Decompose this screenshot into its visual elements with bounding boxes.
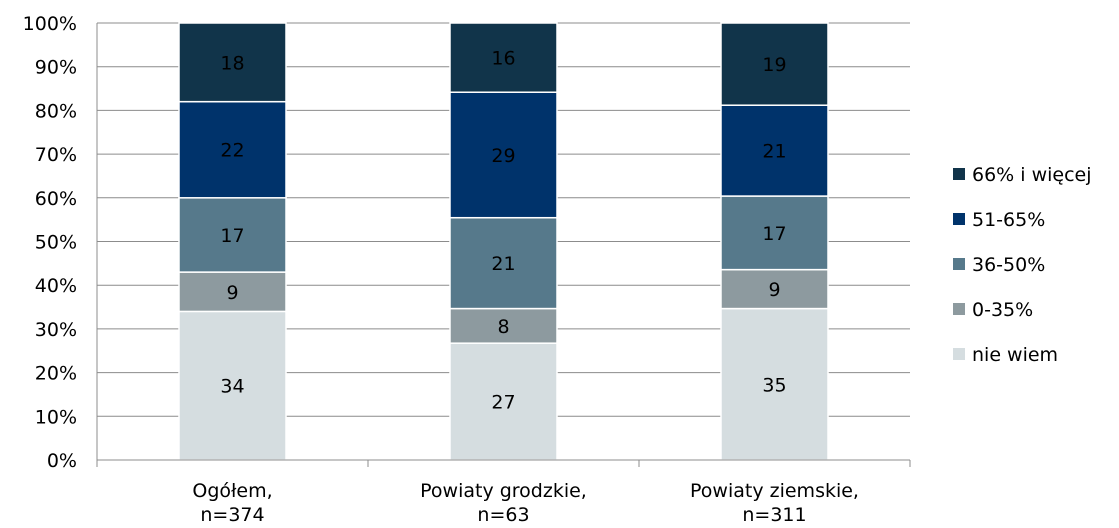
y-tick-label: 20%: [35, 363, 77, 385]
legend-label: 66% i więcej: [972, 164, 1092, 186]
bar-segment: [720, 195, 829, 271]
data-label: 21: [762, 141, 786, 163]
bar-segment: [449, 22, 558, 93]
bar-segment: [720, 22, 829, 106]
y-tick-label: 0%: [47, 450, 77, 472]
data-label: 29: [491, 145, 515, 167]
x-tick-label: Ogółem,: [192, 480, 272, 502]
legend-swatch: [953, 168, 965, 180]
data-label: 27: [491, 392, 515, 414]
data-label: 8: [497, 316, 509, 338]
bar-segment: [178, 100, 287, 199]
data-label: 17: [220, 225, 244, 247]
bar-segments: 34 9 17 22 18 27 8 21 29 16 35 9 17 21 19: [178, 22, 829, 461]
data-label: 22: [220, 140, 244, 162]
data-label: 9: [226, 282, 238, 304]
legend-label: 36-50%: [972, 254, 1045, 276]
bar-segment: [449, 307, 558, 344]
x-tick-label: n=63: [477, 504, 529, 526]
x-tick-label: n=311: [742, 504, 806, 526]
data-label: 9: [768, 279, 780, 301]
data-label: 21: [491, 253, 515, 275]
bar-segment: [449, 342, 558, 461]
bar-segment: [720, 307, 829, 461]
y-tick-label: 100%: [23, 13, 77, 35]
y-tick-label: 80%: [35, 100, 77, 122]
x-tick-label: Powiaty ziemskie,: [690, 480, 859, 502]
legend: 66% i więcej 51-65% 36-50% 0-35% nie wiem: [953, 164, 1092, 366]
y-tick-label: 50%: [35, 232, 77, 254]
y-tick-label: 30%: [35, 319, 77, 341]
data-label: 17: [762, 223, 786, 245]
data-label: 16: [491, 48, 515, 70]
x-tick-label: Powiaty grodzkie,: [420, 480, 587, 502]
bar-segment: [178, 22, 287, 103]
x-tick-label: n=374: [200, 504, 264, 526]
data-label: 18: [220, 52, 244, 74]
y-tick-label: 40%: [35, 275, 77, 297]
bar-segment: [178, 197, 287, 273]
y-tick-label: 60%: [35, 188, 77, 210]
data-label: 19: [762, 54, 786, 76]
legend-swatch: [953, 258, 965, 270]
y-tick-label: 70%: [35, 144, 77, 166]
y-axis: 0% 10% 20% 30% 40% 50% 60% 70% 80% 90% 100%: [23, 13, 98, 472]
bar-segment: [449, 216, 558, 310]
legend-swatch: [953, 213, 965, 225]
x-axis: Ogółem,n=374 Powiaty grodzkie,n=63 Powiaty…: [96, 459, 911, 526]
legend-label: nie wiem: [972, 344, 1058, 366]
legend-swatch: [953, 303, 965, 315]
y-tick-label: 10%: [35, 406, 77, 428]
legend-swatch: [953, 348, 965, 360]
bar-segment: [720, 268, 829, 310]
y-tick-label: 90%: [35, 57, 77, 79]
bar-segment: [449, 91, 558, 219]
data-label: 34: [220, 376, 244, 398]
legend-label: 0-35%: [972, 299, 1033, 321]
data-label: 35: [762, 374, 786, 396]
legend-label: 51-65%: [972, 209, 1045, 231]
